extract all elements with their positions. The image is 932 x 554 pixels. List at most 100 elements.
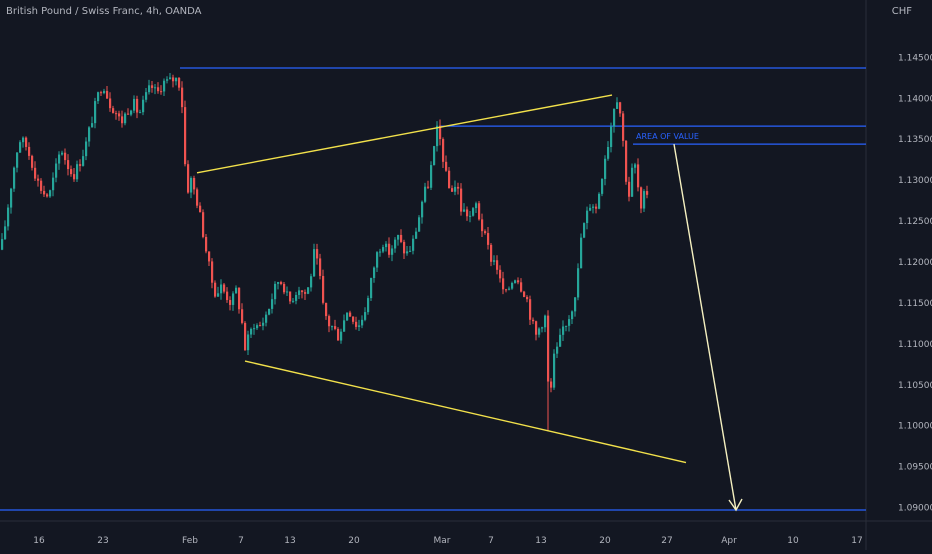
candle-body <box>481 219 484 232</box>
candle-body <box>334 326 337 329</box>
time-tick-label: 27 <box>661 536 672 546</box>
candle-body <box>511 282 514 289</box>
candle-body <box>151 85 154 88</box>
candlestick-series <box>1 73 649 432</box>
candle-body <box>646 191 649 195</box>
candle-body <box>271 299 274 309</box>
candle-body <box>349 312 352 317</box>
candle-body <box>52 177 55 191</box>
time-tick-label: 20 <box>599 536 611 546</box>
area-of-value-label: AREA OF VALUE <box>636 132 699 141</box>
candle-body <box>625 140 628 182</box>
time-tick-label: Apr <box>721 536 737 546</box>
candle-body <box>178 77 181 88</box>
candle-body <box>385 243 388 248</box>
candle-body <box>190 177 193 193</box>
candle-body <box>466 209 469 217</box>
candle-body <box>484 231 487 234</box>
candle-body <box>100 92 103 94</box>
projection-arrow-shaft[interactable] <box>673 144 737 511</box>
candle-body <box>184 107 187 165</box>
candle-body <box>304 292 307 294</box>
candle-body <box>559 334 562 347</box>
candle-body <box>529 299 532 320</box>
candle-body <box>523 291 526 297</box>
candle-body <box>196 189 199 206</box>
candle-body <box>586 210 589 224</box>
candle-body <box>592 206 595 208</box>
candle-body <box>163 80 166 92</box>
candle-body <box>499 269 502 279</box>
candle-body <box>82 156 85 166</box>
price-tick-label: 1.13500 <box>898 135 932 145</box>
candle-body <box>244 322 247 351</box>
time-tick-label: Mar <box>434 536 451 546</box>
price-axis[interactable]: 1.14500 1.14000 1.13500 1.13000 1.12500 1.120… <box>898 53 932 513</box>
candle-body <box>337 328 340 341</box>
candle-body <box>460 188 463 212</box>
time-axis[interactable]: 16 23 Feb 7 13 20 Mar 7 13 20 27 Apr 10 17 <box>33 536 862 546</box>
time-tick-label: 17 <box>851 536 862 546</box>
candle-body <box>127 113 130 115</box>
candle-body <box>160 91 163 93</box>
candle-body <box>37 178 40 181</box>
candle-body <box>169 77 172 80</box>
candle-body <box>436 125 439 147</box>
candle-body <box>232 293 235 305</box>
candle-body <box>301 290 304 293</box>
time-tick-label: 7 <box>238 536 244 546</box>
candle-body <box>370 278 373 299</box>
candle-body <box>517 280 520 283</box>
candle-body <box>382 247 385 252</box>
candle-body <box>430 165 433 188</box>
candle-body <box>643 191 646 209</box>
candle-body <box>298 290 301 295</box>
candle-body <box>55 163 58 178</box>
time-tick-label: 13 <box>535 536 546 546</box>
price-tick-label: 1.10500 <box>898 381 932 391</box>
candle-body <box>454 186 457 192</box>
candle-body <box>217 293 220 297</box>
lower-trendline[interactable] <box>244 360 687 464</box>
candle-body <box>445 161 448 171</box>
candle-body <box>193 177 196 190</box>
candle-body <box>607 147 610 159</box>
candle-body <box>400 234 403 242</box>
price-tick-label: 1.12500 <box>898 217 932 227</box>
candle-body <box>598 193 601 209</box>
upper-trendline[interactable] <box>196 94 613 174</box>
candle-body <box>631 167 634 197</box>
candle-body <box>565 325 568 327</box>
candle-body <box>280 282 283 284</box>
trendlines[interactable] <box>196 94 687 464</box>
candle-body <box>355 321 358 327</box>
candle-body <box>310 276 313 288</box>
projection-arrow[interactable] <box>673 144 743 512</box>
candle-body <box>601 178 604 194</box>
candle-body <box>1 239 4 250</box>
candle-body <box>199 205 202 213</box>
horizontal-levels[interactable] <box>0 67 866 511</box>
projection-arrow-head[interactable] <box>728 498 743 512</box>
candle-body <box>406 251 409 254</box>
price-tick-label: 1.14500 <box>898 53 932 63</box>
candle-body <box>493 260 496 262</box>
candle-body <box>397 234 400 240</box>
candle-body <box>109 98 112 109</box>
candle-body <box>295 294 298 301</box>
candle-body <box>343 320 346 332</box>
candle-body <box>88 127 91 142</box>
candle-body <box>361 319 364 326</box>
candle-body <box>478 203 481 220</box>
candle-body <box>79 164 82 166</box>
candle-body <box>568 319 571 326</box>
candle-body <box>49 190 52 197</box>
candle-body <box>622 113 625 141</box>
price-tick-label: 1.14000 <box>898 94 932 104</box>
candle-body <box>241 309 244 323</box>
symbol-title[interactable]: British Pound / Swiss Franc, 4h, OANDA <box>6 6 202 17</box>
candle-body <box>313 249 316 277</box>
candle-body <box>403 241 406 254</box>
